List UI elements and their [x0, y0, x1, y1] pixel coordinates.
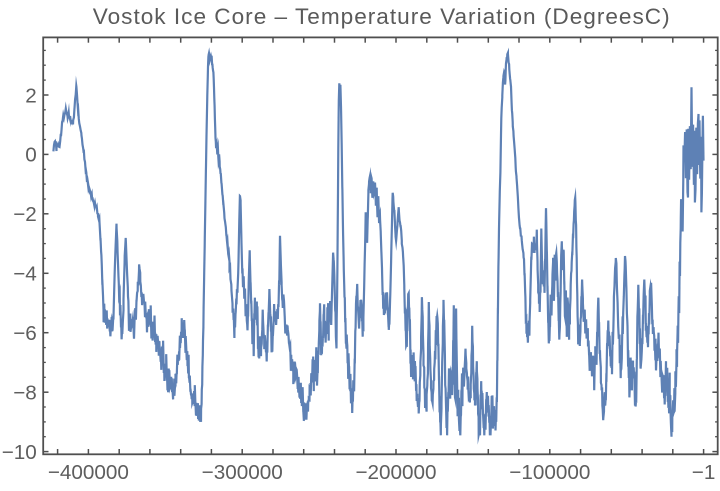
svg-text:−300000: −300000: [202, 461, 283, 484]
svg-text:−10: −10: [2, 441, 37, 464]
svg-text:−1: −1: [692, 461, 716, 484]
svg-text:−200000: −200000: [355, 461, 436, 484]
svg-text:−8: −8: [13, 382, 37, 405]
svg-text:−6: −6: [13, 322, 37, 345]
svg-text:−2: −2: [13, 203, 37, 226]
svg-text:−100000: −100000: [509, 461, 590, 484]
svg-text:−400000: −400000: [48, 461, 129, 484]
svg-text:2: 2: [25, 84, 37, 107]
svg-text:0: 0: [25, 144, 37, 167]
svg-text:Vostok Ice Core – Temperature: Vostok Ice Core – Temperature Variation …: [93, 4, 671, 29]
svg-text:−4: −4: [13, 263, 37, 286]
